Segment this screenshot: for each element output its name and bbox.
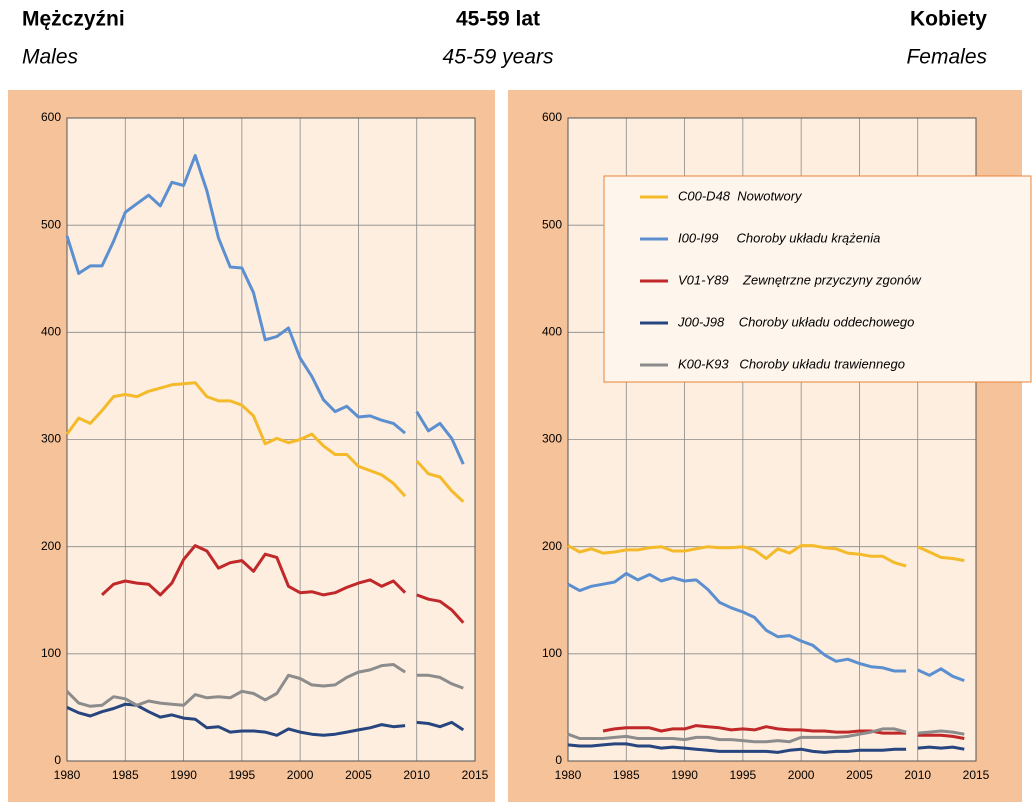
legend-label: C00-D48 Nowotwory <box>678 188 803 203</box>
y-tick-label: 600 <box>41 110 61 124</box>
y-tick-label: 0 <box>54 753 61 767</box>
left-subtitle: Males <box>22 46 79 69</box>
x-tick-label: 2000 <box>788 768 815 782</box>
center-subtitle: 45-59 years <box>443 46 554 69</box>
x-tick-label: 1995 <box>730 768 757 782</box>
legend-label: J00-J98 Choroby układu oddechowego <box>677 314 914 329</box>
legend-label: V01-Y89 Zewnętrzne przyczyny zgonów <box>678 272 922 287</box>
y-tick-label: 400 <box>41 325 61 339</box>
legend-box <box>603 175 1032 383</box>
left-title: Mężczyźni <box>22 8 125 31</box>
series-line <box>567 727 965 744</box>
y-tick-label: 500 <box>41 217 61 231</box>
x-tick-label: 1980 <box>54 768 81 782</box>
series-line <box>65 154 465 465</box>
series-line <box>567 544 965 568</box>
x-tick-label: 1985 <box>613 768 640 782</box>
legend-label: K00-K93 Choroby układu trawiennego <box>678 356 905 371</box>
y-tick-label: 0 <box>555 753 562 767</box>
right-title: Kobiety <box>910 8 987 31</box>
y-tick-label: 500 <box>542 217 562 231</box>
x-tick-label: 2015 <box>462 768 489 782</box>
y-tick-label: 400 <box>542 325 562 339</box>
x-tick-label: 1990 <box>170 768 197 782</box>
y-tick-label: 300 <box>542 432 562 446</box>
series-line <box>100 544 465 624</box>
legend-label: I00-I99 Choroby układu krążenia <box>678 230 880 245</box>
series-line <box>66 702 465 737</box>
plot-border <box>567 117 977 762</box>
series-line <box>602 724 965 740</box>
x-tick-label: 2005 <box>846 768 873 782</box>
center-title: 45-59 lat <box>456 8 540 31</box>
x-tick-label: 1985 <box>112 768 139 782</box>
x-tick-label: 2015 <box>963 768 990 782</box>
x-tick-label: 1995 <box>229 768 256 782</box>
y-tick-label: 200 <box>542 539 562 553</box>
plot-border <box>66 117 476 762</box>
series-line <box>65 381 465 503</box>
x-tick-label: 2005 <box>345 768 372 782</box>
right-subtitle: Females <box>906 46 987 69</box>
series-line <box>567 572 965 683</box>
x-tick-label: 2010 <box>904 768 931 782</box>
x-tick-label: 2010 <box>403 768 430 782</box>
y-tick-label: 300 <box>41 432 61 446</box>
x-tick-label: 2000 <box>287 768 314 782</box>
series-line <box>567 742 965 754</box>
y-tick-label: 100 <box>542 646 562 660</box>
x-tick-label: 1990 <box>671 768 698 782</box>
series-line <box>65 663 464 708</box>
y-tick-label: 200 <box>41 539 61 553</box>
y-tick-label: 100 <box>41 646 61 660</box>
x-tick-label: 1980 <box>555 768 582 782</box>
y-tick-label: 600 <box>542 110 562 124</box>
